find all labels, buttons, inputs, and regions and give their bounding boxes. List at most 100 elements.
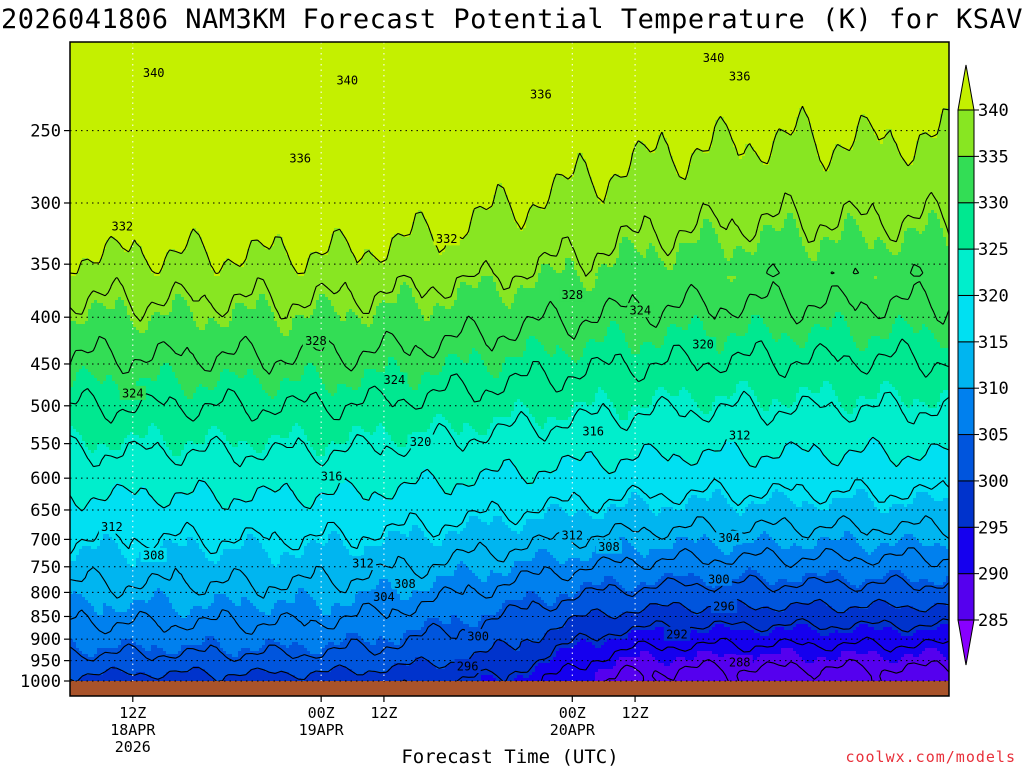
theta-cell [937, 129, 949, 133]
theta-cell [493, 201, 508, 205]
theta-cell [358, 489, 397, 493]
theta-cell [463, 561, 514, 565]
theta-cell [403, 282, 406, 286]
theta-cell [664, 456, 670, 460]
theta-cell [217, 561, 271, 565]
theta-cell [70, 639, 73, 643]
theta-cell [526, 522, 949, 526]
theta-cell [853, 141, 880, 145]
theta-cell [832, 606, 850, 610]
y-tick-label: 600 [30, 469, 61, 489]
theta-cell [310, 507, 547, 511]
theta-cell [496, 192, 505, 196]
theta-cell [880, 654, 904, 658]
theta-cell [814, 600, 823, 604]
theta-cell [745, 153, 757, 157]
theta-cell [877, 396, 901, 400]
theta-cell [70, 444, 85, 448]
theta-cell [829, 504, 874, 508]
theta-cell [130, 246, 142, 250]
theta-cell [592, 552, 640, 556]
theta-cell [658, 252, 676, 256]
theta-cell [211, 264, 223, 268]
theta-cell [535, 669, 598, 673]
theta-cell [508, 198, 550, 202]
theta-cell [490, 207, 511, 211]
theta-cell [544, 207, 949, 211]
theta-cell [88, 369, 160, 373]
theta-cell [463, 528, 511, 532]
theta-cell [412, 231, 430, 235]
theta-cell [373, 315, 424, 319]
theta-cell [430, 588, 580, 592]
theta-cell [190, 237, 202, 241]
theta-cell [430, 228, 469, 232]
contour-label-bg [433, 231, 460, 246]
theta-cell [697, 462, 748, 466]
theta-cell [313, 312, 337, 316]
theta-cell [892, 504, 904, 508]
theta-cell [442, 252, 619, 256]
theta-cell [334, 393, 595, 397]
theta-cell [667, 390, 679, 394]
theta-cell [220, 555, 268, 559]
contour-label-bg [109, 219, 136, 234]
theta-cell [307, 648, 322, 652]
theta-cell [412, 528, 421, 532]
theta-cell [724, 552, 730, 556]
theta-cell [415, 216, 424, 220]
theta-cell [133, 390, 184, 394]
theta-cell [331, 240, 346, 244]
theta-cell [259, 294, 265, 298]
theta-cell [85, 441, 124, 445]
theta-cell [304, 432, 349, 436]
contour-label-bg [407, 434, 434, 449]
colorbar-swatch [957, 480, 975, 528]
theta-cell [106, 378, 112, 382]
theta-cell [409, 435, 949, 439]
theta-cell [556, 468, 604, 472]
theta-cell [298, 423, 379, 427]
theta-cell [748, 330, 769, 334]
theta-cell [619, 462, 688, 466]
theta-cell [493, 195, 508, 199]
theta-cell [361, 321, 373, 325]
theta-cell [742, 156, 760, 160]
theta-cell [547, 351, 556, 355]
theta-cell [394, 357, 445, 361]
theta-cell [862, 582, 934, 586]
theta-cell [469, 519, 481, 523]
theta-cell [532, 414, 571, 418]
theta-cell [208, 252, 247, 256]
theta-cell [676, 171, 688, 175]
theta-cell [805, 246, 820, 250]
theta-cell [898, 252, 949, 256]
theta-cell [607, 189, 949, 193]
theta-cell [121, 639, 133, 643]
theta-cell [70, 78, 949, 82]
theta-cell [331, 393, 334, 397]
theta-cell [598, 267, 667, 271]
theta-cell [502, 366, 949, 370]
theta-cell [538, 423, 544, 427]
theta-cell [154, 498, 172, 502]
theta-cell [70, 531, 331, 535]
theta-cell [820, 240, 835, 244]
theta-cell [940, 543, 949, 547]
theta-cell [343, 540, 385, 544]
theta-cell [865, 549, 874, 553]
x-tick-label: 20APR [550, 721, 596, 739]
theta-cell [121, 552, 139, 556]
theta-cell [565, 510, 577, 514]
theta-cell [832, 318, 844, 322]
theta-cell [427, 225, 469, 229]
theta-cell [754, 393, 796, 397]
theta-cell [331, 237, 346, 241]
theta-cell [871, 336, 880, 340]
theta-cell [418, 480, 436, 484]
contour-label-layer: 3403403403363363363323323283283243243243… [98, 50, 753, 674]
theta-cell [604, 201, 949, 205]
theta-cell [667, 144, 712, 148]
theta-cell [235, 372, 247, 376]
